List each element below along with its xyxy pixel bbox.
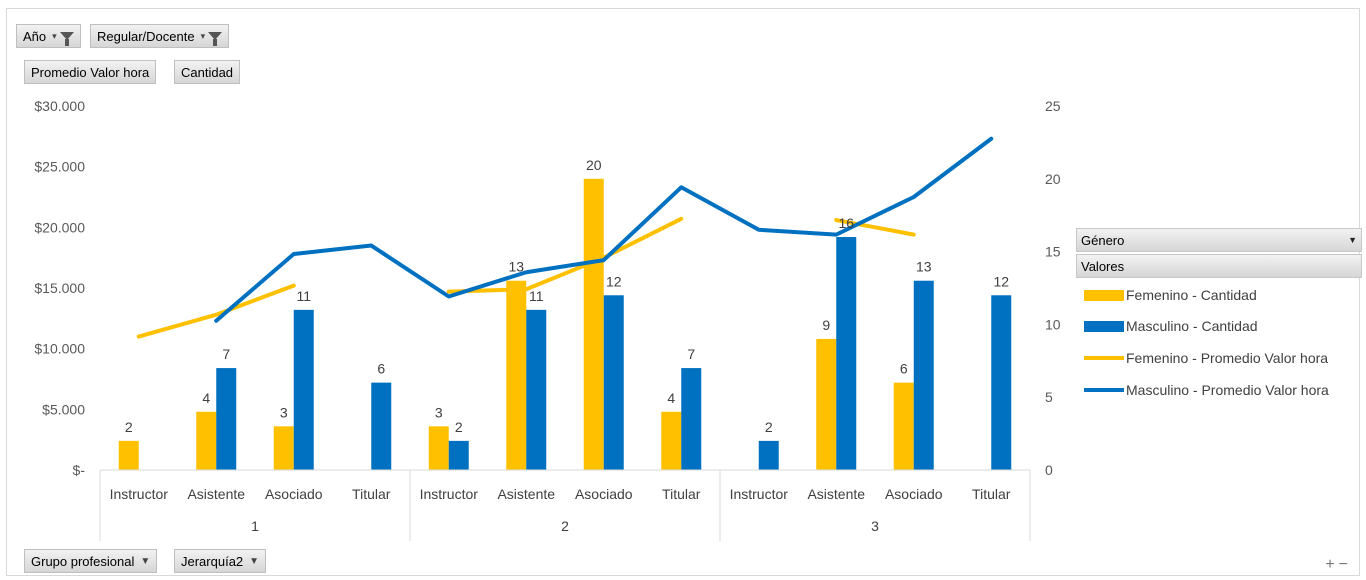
bar-data-label: 12	[993, 273, 1009, 289]
zoom-controls: +−	[1325, 556, 1352, 574]
x-group-label: 3	[871, 518, 879, 534]
bar-femenino-cantidad	[273, 426, 294, 470]
row-field-grupo-profesional[interactable]: Grupo profesional ▼	[24, 549, 158, 573]
bar-data-label: 11	[296, 288, 311, 304]
bar-data-label: 7	[222, 346, 230, 362]
y-left-tick-label: $-	[73, 462, 86, 478]
x-group-label: 1	[251, 518, 259, 534]
x-category-label: Titular	[352, 486, 391, 502]
y-right-tick-label: 20	[1045, 171, 1061, 187]
bar-femenino-cantidad	[118, 440, 139, 470]
line-femenino-promedio-valor-hora	[446, 216, 684, 294]
x-category-label: Instructor	[730, 486, 789, 502]
bar-femenino-cantidad	[893, 382, 914, 470]
legend-swatch	[1084, 289, 1124, 301]
y-right-tick-label: 25	[1045, 98, 1061, 114]
x-category-label: Instructor	[420, 486, 479, 502]
x-category-label: Asistente	[497, 486, 555, 502]
bar-data-label: 3	[435, 404, 443, 420]
y-left-tick-label: $5.000	[42, 401, 85, 417]
dropdown-icon: ▼	[1348, 235, 1357, 245]
bar-masculino-cantidad	[603, 295, 624, 470]
bar-femenino-cantidad	[661, 411, 682, 470]
bar-data-label: 2	[455, 419, 463, 435]
bar-data-label: 13	[916, 259, 932, 275]
bar-femenino-cantidad	[583, 178, 604, 471]
x-category-label: Asociado	[885, 486, 943, 502]
bar-data-label: 12	[606, 273, 622, 289]
y-left-tick-label: $20.000	[34, 219, 85, 235]
y-left-tick-label: $25.000	[34, 159, 85, 175]
y-left-tick-label: $10.000	[34, 341, 85, 357]
x-group-label: 2	[561, 518, 569, 534]
expand-icon[interactable]: +	[1325, 556, 1339, 573]
filter-icon	[59, 32, 74, 46]
bar-femenino-cantidad	[196, 411, 217, 470]
bar-data-label: 2	[765, 419, 773, 435]
bar-femenino-cantidad	[506, 280, 527, 470]
bar-masculino-cantidad	[371, 382, 392, 470]
line-femenino-promedio-valor-hora	[834, 218, 916, 237]
bar-data-label: 4	[202, 390, 210, 406]
bar-masculino-cantidad	[681, 368, 702, 470]
bar-femenino-cantidad	[428, 426, 449, 470]
x-category-label: Asistente	[807, 486, 865, 502]
x-category-label: Asistente	[187, 486, 245, 502]
legend-item-femenino-cantidad[interactable]: Femenino - Cantidad	[1084, 287, 1257, 303]
legend-swatch	[1084, 356, 1124, 360]
bar-data-label: 16	[838, 215, 854, 231]
bar-data-label: 11	[529, 288, 544, 304]
bar-masculino-cantidad	[448, 440, 469, 470]
bar-masculino-cantidad	[991, 295, 1012, 470]
filter-icon	[208, 32, 223, 46]
bar-data-label: 3	[280, 404, 288, 420]
bar-data-label: 4	[667, 390, 675, 406]
bar-masculino-cantidad	[758, 440, 779, 470]
dropdown-icon: ▼	[249, 555, 260, 567]
x-category-label: Asociado	[575, 486, 633, 502]
legend-item-femenino-promedio[interactable]: Femenino - Promedio Valor hora	[1084, 350, 1328, 366]
filter-field-year[interactable]: Año ▾	[16, 24, 81, 48]
bar-data-label: 9	[822, 317, 830, 333]
bar-data-label: 6	[377, 361, 385, 377]
y-right-tick-label: 10	[1045, 316, 1061, 332]
value-field-cantidad[interactable]: Cantidad	[174, 60, 241, 84]
x-category-label: Asociado	[265, 486, 323, 502]
bar-data-label: 7	[687, 346, 695, 362]
bar-masculino-cantidad	[293, 309, 314, 470]
row-field-jerarquia2[interactable]: Jerarquía2 ▼	[174, 549, 267, 573]
filter-field-regular-docente[interactable]: Regular/Docente ▾	[90, 24, 230, 48]
line-femenino-promedio-valor-hora	[136, 283, 296, 339]
legend-field-genero[interactable]: Género ▼	[1076, 228, 1362, 252]
x-category-label: Titular	[662, 486, 701, 502]
bar-data-label: 6	[900, 361, 908, 377]
x-category-label: Titular	[972, 486, 1011, 502]
chart-frame	[6, 8, 1360, 576]
bar-masculino-cantidad	[913, 280, 934, 470]
legend-swatch	[1084, 388, 1124, 392]
bar-masculino-cantidad	[526, 309, 547, 470]
legend-values-header: Valores	[1076, 254, 1362, 278]
dropdown-icon: ▼	[140, 555, 151, 567]
value-field-promedio-valor-hora[interactable]: Promedio Valor hora	[24, 60, 157, 84]
legend-item-masculino-promedio[interactable]: Masculino - Promedio Valor hora	[1084, 382, 1329, 398]
y-left-tick-label: $30.000	[34, 98, 85, 114]
legend-swatch	[1084, 320, 1124, 332]
collapse-icon[interactable]: −	[1338, 556, 1352, 573]
bar-masculino-cantidad	[216, 368, 237, 470]
y-right-tick-label: 5	[1045, 389, 1053, 405]
y-right-tick-label: 15	[1045, 244, 1061, 260]
x-category-label: Instructor	[110, 486, 169, 502]
line-masculino-promedio-valor-hora	[214, 136, 994, 323]
y-right-tick-label: 0	[1045, 462, 1053, 478]
bar-masculino-cantidad	[836, 237, 857, 470]
bar-data-label: 20	[586, 157, 602, 173]
legend-item-masculino-cantidad[interactable]: Masculino - Cantidad	[1084, 318, 1258, 334]
bar-data-label: 13	[508, 259, 524, 275]
bar-femenino-cantidad	[816, 338, 837, 470]
y-left-tick-label: $15.000	[34, 280, 85, 296]
bar-data-label: 2	[125, 419, 133, 435]
